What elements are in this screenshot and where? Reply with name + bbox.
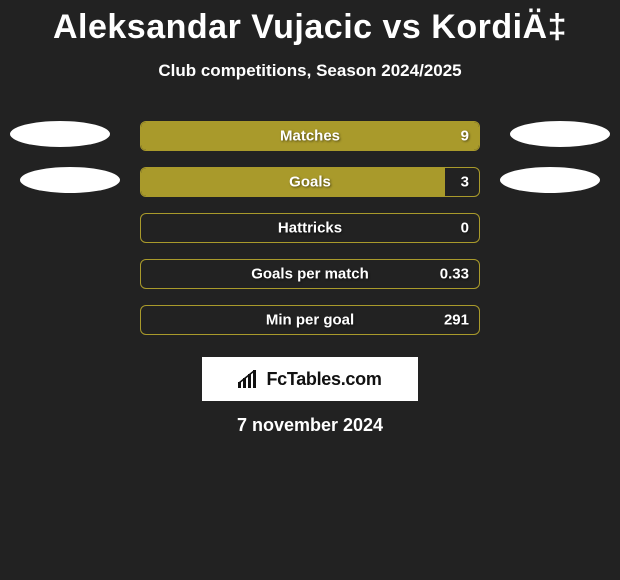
stat-bar-label: Hattricks xyxy=(278,220,342,237)
date-text: 7 november 2024 xyxy=(0,415,620,436)
stat-bar: Goals per match 0.33 xyxy=(140,259,480,289)
stat-bar-label: Goals xyxy=(289,174,331,191)
stat-bar: Min per goal 291 xyxy=(140,305,480,335)
avatar-right-2 xyxy=(500,167,600,193)
avatar-left-2 xyxy=(20,167,120,193)
stat-bar: Matches 9 xyxy=(140,121,480,151)
stat-bar-label: Matches xyxy=(280,128,340,145)
brand-text: FcTables.com xyxy=(266,369,381,390)
page-title: Aleksandar Vujacic vs KordiÄ‡ xyxy=(0,8,620,47)
stat-bar-label: Min per goal xyxy=(266,312,354,329)
stat-bar-label: Goals per match xyxy=(251,266,369,283)
stats-bars: Matches 9 Goals 3 Hattricks 0 Goals per match 0… xyxy=(140,121,480,335)
avatar-right-1 xyxy=(510,121,610,147)
stat-bar-value: 9 xyxy=(461,128,469,145)
bars-icon xyxy=(238,370,260,388)
comparison-card: Aleksandar Vujacic vs KordiÄ‡ Club compe… xyxy=(0,0,620,436)
stat-bar-value: 291 xyxy=(444,312,469,329)
stat-bar-value: 0 xyxy=(461,220,469,237)
page-subtitle: Club competitions, Season 2024/2025 xyxy=(0,61,620,81)
stat-bar: Goals 3 xyxy=(140,167,480,197)
stat-bar-value: 0.33 xyxy=(440,266,469,283)
brand-box[interactable]: FcTables.com xyxy=(202,357,418,401)
avatar-left-1 xyxy=(10,121,110,147)
stat-bar-value: 3 xyxy=(461,174,469,191)
stat-bar: Hattricks 0 xyxy=(140,213,480,243)
